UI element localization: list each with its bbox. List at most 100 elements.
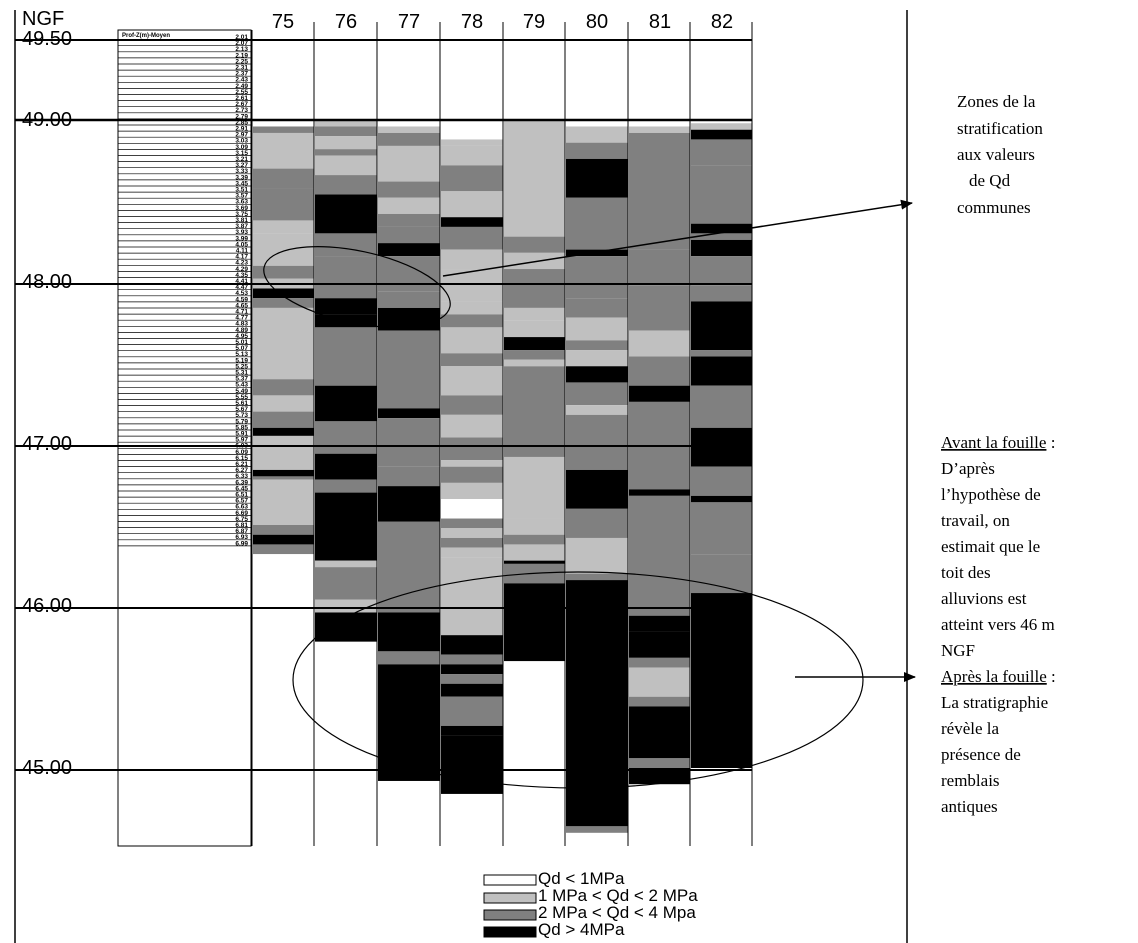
strat-band-78 [441,165,503,192]
annotation-top-line: de Qd [969,171,1011,190]
strat-band-81 [629,706,690,759]
strat-band-77 [378,330,440,409]
strat-band-78 [441,414,503,438]
strat-band-76 [315,453,377,480]
strat-band-76 [315,327,377,386]
strat-band-75 [253,298,314,308]
legend: Qd < 1MPa 1 MPa < Qd < 2 MPa 2 MPa < Qd … [483,869,698,939]
strat-band-80 [566,580,628,827]
strat-band-77 [378,486,440,522]
depth-value: 5.25 [235,363,248,370]
strat-band-81 [629,631,690,658]
depth-value: 3.09 [235,144,248,151]
depth-value: 4.53 [235,290,248,297]
strat-band-78 [441,269,503,302]
column-label-78: 78 [461,11,483,33]
strat-band-75 [253,395,314,412]
depth-value: 5.61 [235,400,248,407]
strat-band-75 [253,168,314,189]
strat-band-78 [441,395,503,415]
strat-band-79 [504,350,565,360]
before-line: D’après [941,459,995,478]
depth-value: 4.35 [235,272,248,279]
strat-band-77 [378,651,440,665]
strat-band-79 [504,544,565,561]
strat-band-80 [566,142,628,159]
before-line: toit des [941,563,991,582]
column-label-77: 77 [398,11,420,33]
strat-band-80 [566,298,628,318]
annotation-top-line: aux valeurs [957,145,1035,164]
depth-value: 5.19 [235,357,248,364]
strat-band-81 [629,489,690,496]
depth-value: 5.07 [235,345,248,352]
strat-band-80 [566,573,628,581]
strat-band-82 [691,502,752,555]
depth-value: 5.55 [235,394,248,401]
depth-value: 6.45 [235,485,248,492]
depth-value: 3.33 [235,168,248,175]
strat-band-77 [378,612,440,652]
elevation-45-00: 45.00 [22,757,72,779]
strat-band-80 [566,537,628,574]
strat-band-82 [691,466,752,496]
depth-value: 5.37 [235,376,248,383]
depth-value: 2.01 [235,34,248,41]
before-line: atteint vers 46 m [941,615,1055,634]
strat-band-81 [629,249,690,286]
ngf-label: NGF [22,8,64,30]
strat-band-80 [566,366,628,383]
strat-band-80 [566,249,628,257]
column-label-81: 81 [649,11,671,33]
depth-value: 2.73 [235,107,248,114]
strat-band-82 [691,301,752,351]
depth-value: 5.73 [235,412,248,419]
depth-value: 2.43 [235,77,248,84]
depth-value: 3.03 [235,138,248,145]
strat-band-78 [441,518,503,529]
depth-value: 3.21 [235,156,248,163]
strat-band-80 [566,444,628,470]
depth-value: 6.33 [235,473,248,480]
strat-band-78 [441,353,503,367]
strat-band-80 [566,158,628,198]
depth-value: 2.07 [235,40,248,47]
strat-band-81 [629,657,690,668]
depth-value: 3.87 [235,223,248,230]
legend-label-1-2: 1 MPa < Qd < 2 MPa [538,886,698,905]
strat-band-76 [315,298,377,315]
strat-band-82 [691,233,752,240]
before-line: alluvions est [941,589,1027,608]
depth-value: 3.75 [235,211,248,218]
depth-value: 4.77 [235,315,248,322]
strat-band-78 [441,654,503,665]
column-label-76: 76 [335,11,357,33]
common-zone-annotation: Zones de la stratification aux valeurs d… [957,92,1043,217]
strat-band-80 [566,508,628,538]
strat-band-76 [315,194,377,234]
depth-value: 3.57 [235,193,248,200]
depth-value: 5.01 [235,339,248,346]
strat-band-77 [378,132,440,146]
strat-band-78 [441,683,503,697]
strat-band-75 [253,126,314,133]
strat-band-78 [441,528,503,538]
strat-band-81 [629,696,690,707]
strat-band-80 [566,340,628,351]
depth-value: 6.21 [235,461,248,468]
strat-band-78 [441,482,503,500]
strat-band-77 [378,213,440,227]
depth-value: 3.39 [235,174,248,181]
strat-band-75 [253,288,314,299]
depth-value: 4.11 [236,248,249,255]
depth-value: 2.13 [235,46,248,53]
depth-value: 5.13 [235,351,248,358]
depth-value: 4.83 [235,321,248,328]
strat-band-75 [253,469,314,477]
strat-band-78 [441,217,503,227]
depth-value: 2.49 [235,83,248,90]
strat-band-75 [253,188,314,221]
annotation-top-line: communes [957,198,1031,217]
strat-band-80 [566,382,628,406]
